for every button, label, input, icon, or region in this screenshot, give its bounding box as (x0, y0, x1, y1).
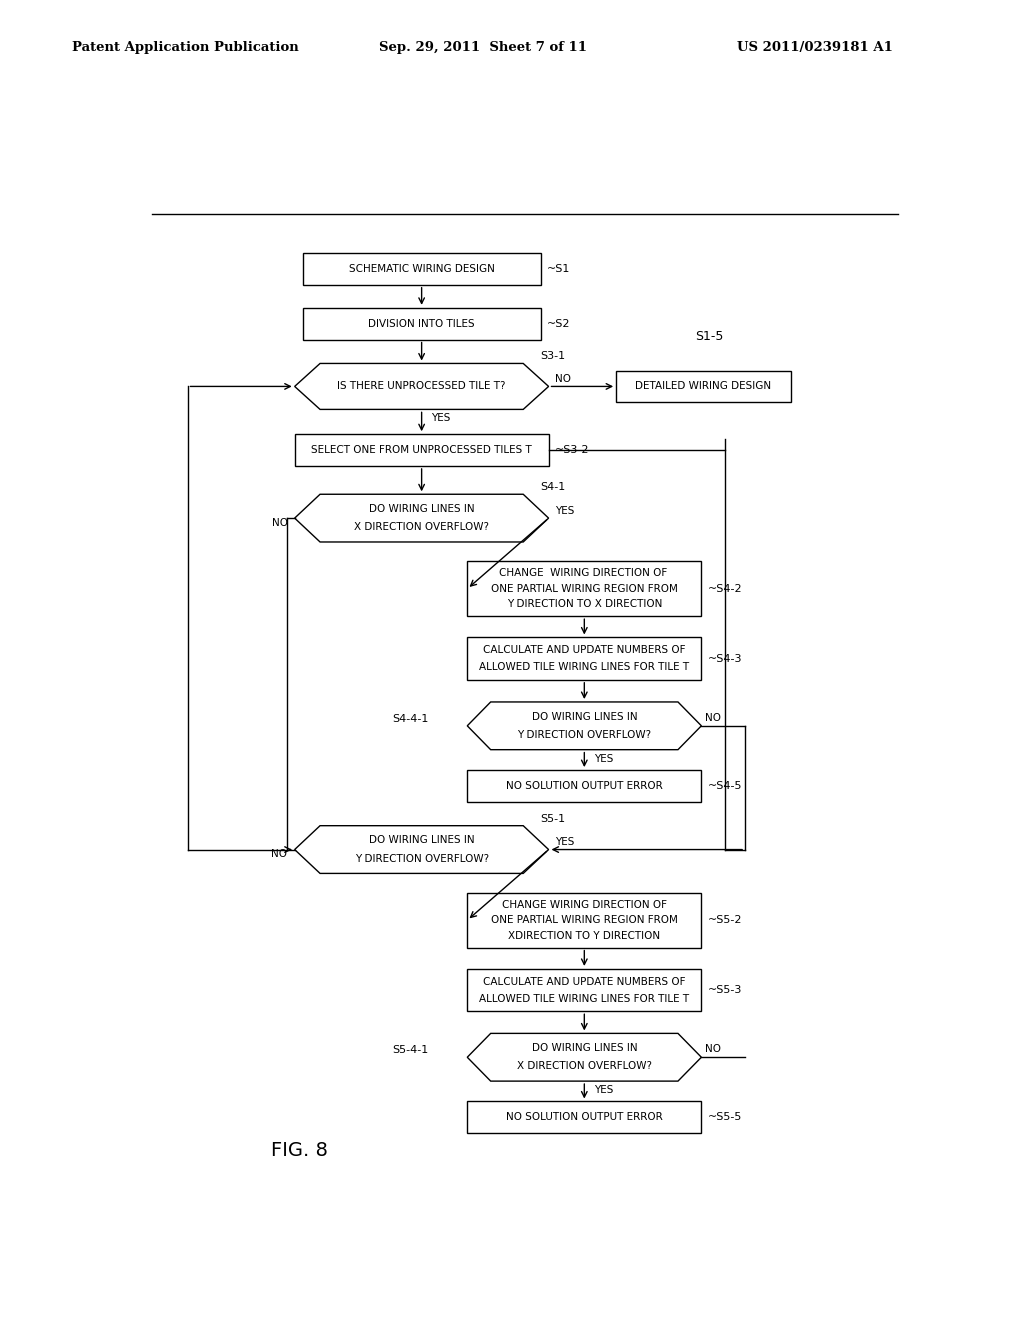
Polygon shape (295, 494, 549, 543)
Text: NO SOLUTION OUTPUT ERROR: NO SOLUTION OUTPUT ERROR (506, 1113, 663, 1122)
Text: US 2011/0239181 A1: US 2011/0239181 A1 (737, 41, 893, 54)
Text: DIVISION INTO TILES: DIVISION INTO TILES (369, 318, 475, 329)
Text: NO SOLUTION OUTPUT ERROR: NO SOLUTION OUTPUT ERROR (506, 781, 663, 791)
Text: SCHEMATIC WIRING DESIGN: SCHEMATIC WIRING DESIGN (349, 264, 495, 273)
Text: ~S4-3: ~S4-3 (708, 653, 742, 664)
Text: CHANGE  WIRING DIRECTION OF: CHANGE WIRING DIRECTION OF (500, 568, 668, 578)
Text: ONE PARTIAL WIRING REGION FROM: ONE PARTIAL WIRING REGION FROM (490, 915, 678, 925)
Text: ~S5-3: ~S5-3 (708, 985, 742, 995)
Text: XDIRECTION TO Y DIRECTION: XDIRECTION TO Y DIRECTION (508, 931, 660, 941)
Text: CHANGE WIRING DIRECTION OF: CHANGE WIRING DIRECTION OF (502, 900, 667, 909)
Text: YES: YES (555, 837, 574, 847)
Text: ~S5-5: ~S5-5 (708, 1113, 742, 1122)
Text: Y DIRECTION OVERFLOW?: Y DIRECTION OVERFLOW? (517, 730, 651, 741)
Text: NO: NO (706, 1044, 721, 1055)
Text: ~S1: ~S1 (547, 264, 570, 273)
FancyBboxPatch shape (303, 308, 541, 339)
Text: FIG. 8: FIG. 8 (270, 1142, 328, 1160)
Text: DO WIRING LINES IN: DO WIRING LINES IN (369, 504, 474, 513)
FancyBboxPatch shape (467, 969, 701, 1011)
Text: S4-4-1: S4-4-1 (392, 714, 428, 723)
Polygon shape (467, 1034, 701, 1081)
Text: S5-1: S5-1 (541, 813, 566, 824)
Text: YES: YES (594, 1085, 613, 1096)
Text: S4-1: S4-1 (541, 482, 566, 492)
Text: NO: NO (270, 849, 287, 859)
Text: NO: NO (555, 375, 571, 384)
Text: YES: YES (555, 506, 574, 516)
Text: ~S5-2: ~S5-2 (708, 915, 742, 925)
FancyBboxPatch shape (295, 434, 549, 466)
Polygon shape (295, 826, 549, 874)
Text: ~S4-5: ~S4-5 (708, 781, 742, 791)
FancyBboxPatch shape (467, 892, 701, 948)
Text: DO WIRING LINES IN: DO WIRING LINES IN (531, 1043, 637, 1053)
Text: S1-5: S1-5 (695, 330, 724, 343)
Text: CALCULATE AND UPDATE NUMBERS OF: CALCULATE AND UPDATE NUMBERS OF (483, 977, 686, 986)
FancyBboxPatch shape (303, 253, 541, 285)
Text: IS THERE UNPROCESSED TILE T?: IS THERE UNPROCESSED TILE T? (337, 381, 506, 392)
FancyBboxPatch shape (467, 1101, 701, 1134)
Text: Sep. 29, 2011  Sheet 7 of 11: Sep. 29, 2011 Sheet 7 of 11 (379, 41, 587, 54)
Text: ~S4-2: ~S4-2 (708, 583, 742, 594)
Text: S3-1: S3-1 (541, 351, 566, 362)
Text: NO: NO (272, 517, 289, 528)
Text: YES: YES (594, 754, 613, 763)
Text: DO WIRING LINES IN: DO WIRING LINES IN (369, 836, 474, 846)
Polygon shape (295, 363, 549, 409)
Text: Y DIRECTION TO X DIRECTION: Y DIRECTION TO X DIRECTION (507, 599, 662, 610)
Text: SELECT ONE FROM UNPROCESSED TILES T: SELECT ONE FROM UNPROCESSED TILES T (311, 445, 532, 455)
FancyBboxPatch shape (616, 371, 791, 403)
Text: ALLOWED TILE WIRING LINES FOR TILE T: ALLOWED TILE WIRING LINES FOR TILE T (479, 994, 689, 1003)
Text: DO WIRING LINES IN: DO WIRING LINES IN (531, 711, 637, 722)
Text: YES: YES (431, 413, 451, 424)
Text: NO: NO (706, 713, 721, 723)
Text: ~S3-2: ~S3-2 (555, 445, 590, 455)
Text: ONE PARTIAL WIRING REGION FROM: ONE PARTIAL WIRING REGION FROM (490, 583, 678, 594)
Text: S5-4-1: S5-4-1 (392, 1045, 428, 1055)
Text: CALCULATE AND UPDATE NUMBERS OF: CALCULATE AND UPDATE NUMBERS OF (483, 645, 686, 655)
Text: Y DIRECTION OVERFLOW?: Y DIRECTION OVERFLOW? (354, 854, 488, 863)
Text: DETAILED WIRING DESIGN: DETAILED WIRING DESIGN (635, 381, 771, 392)
FancyBboxPatch shape (467, 770, 701, 801)
FancyBboxPatch shape (467, 638, 701, 680)
Text: X DIRECTION OVERFLOW?: X DIRECTION OVERFLOW? (354, 523, 489, 532)
Text: X DIRECTION OVERFLOW?: X DIRECTION OVERFLOW? (517, 1061, 652, 1072)
Polygon shape (467, 702, 701, 750)
Text: ALLOWED TILE WIRING LINES FOR TILE T: ALLOWED TILE WIRING LINES FOR TILE T (479, 663, 689, 672)
Text: ~S2: ~S2 (547, 318, 570, 329)
Text: Patent Application Publication: Patent Application Publication (72, 41, 298, 54)
FancyBboxPatch shape (467, 561, 701, 616)
